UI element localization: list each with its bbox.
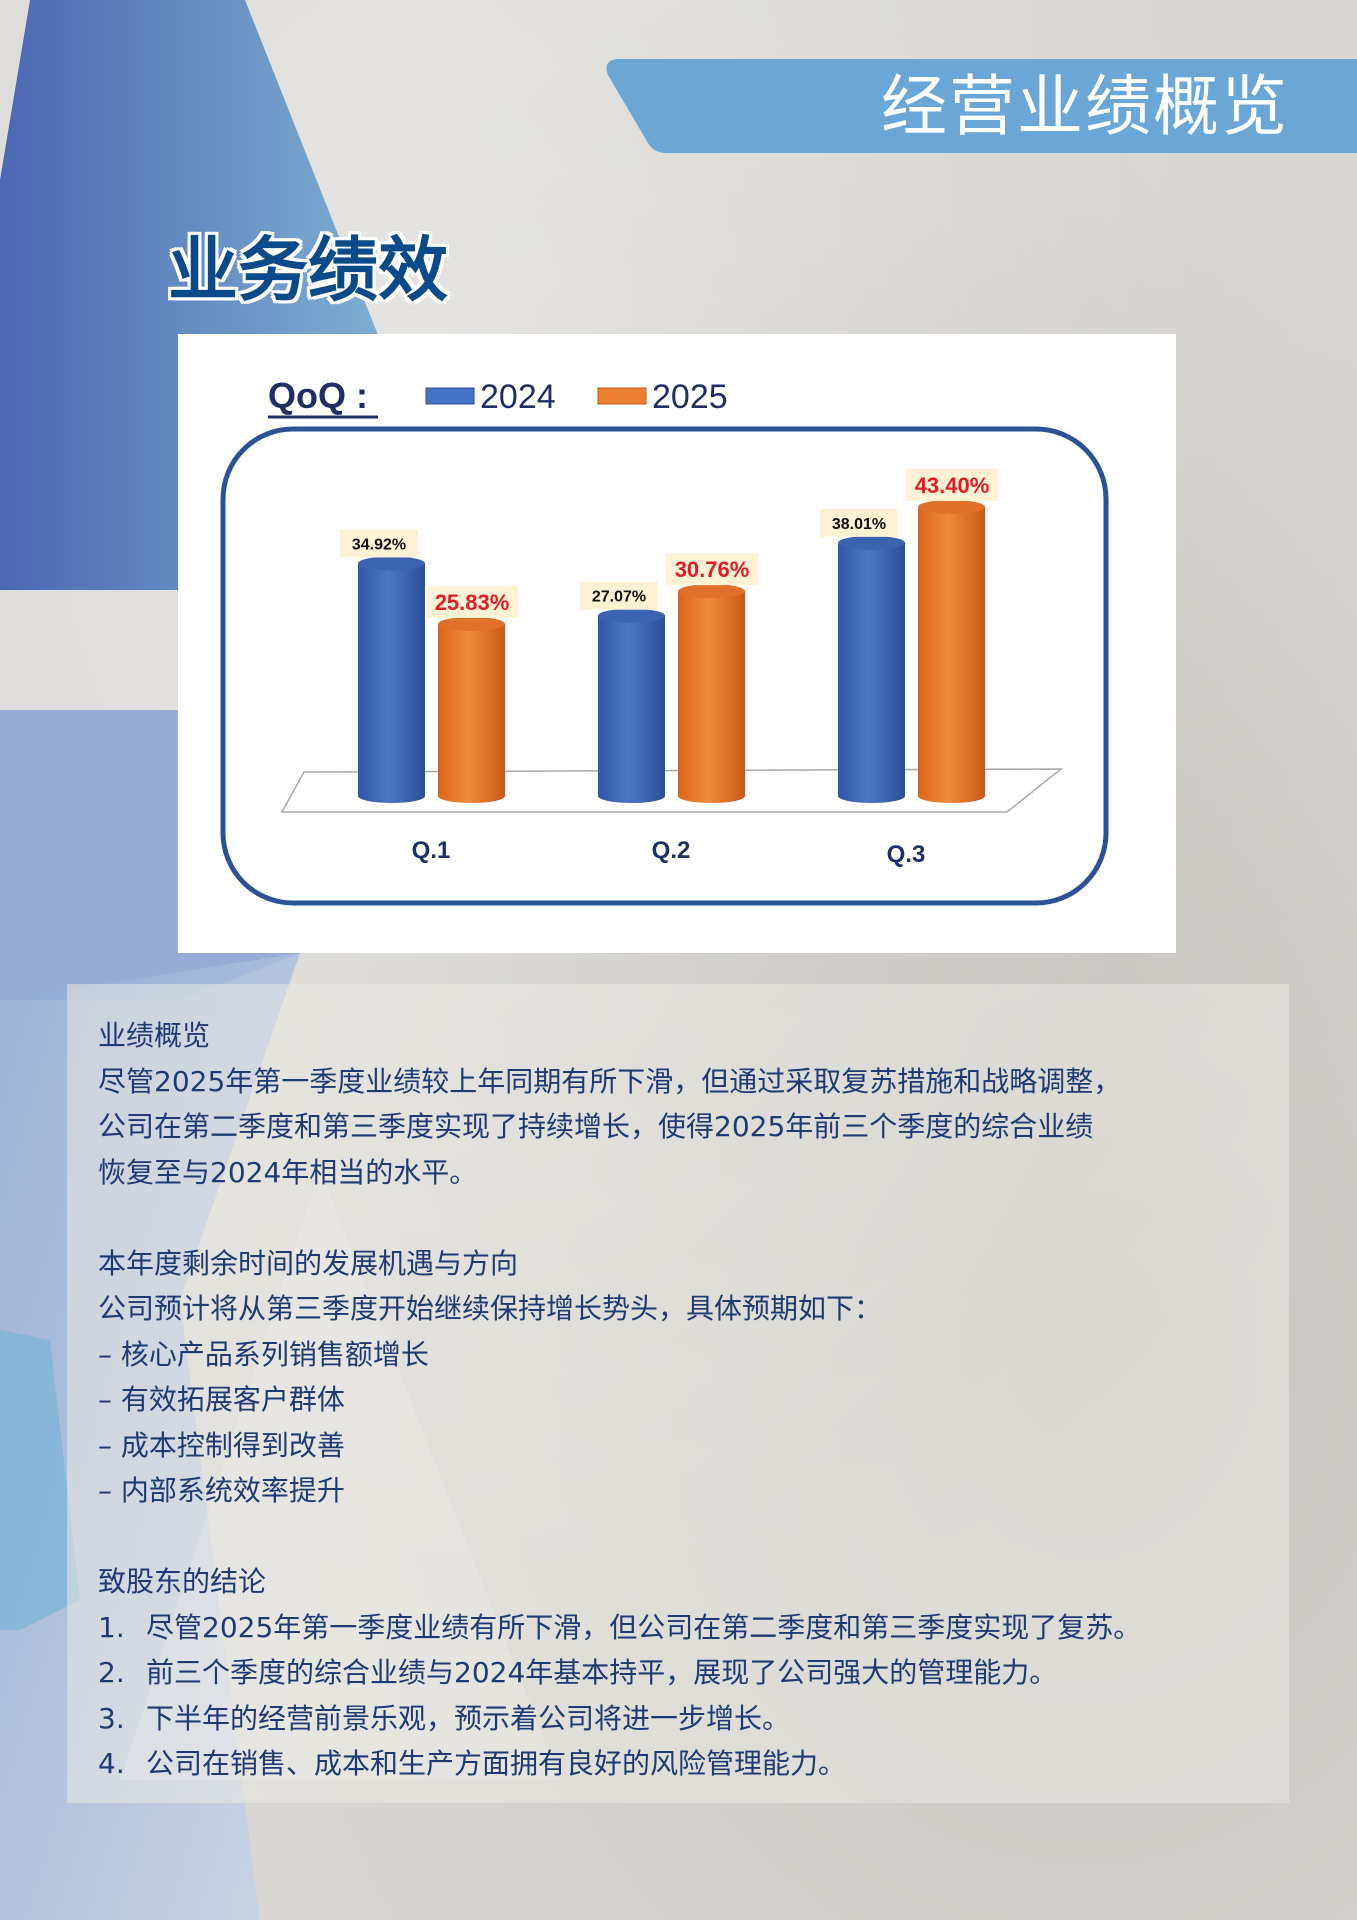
conclusion-item: 1. 尽管2025年第一季度业绩有所下滑，但公司在第二季度和第三季度实现了复苏。 (98, 1610, 1142, 1644)
bar-top-2025-Q.2 (678, 584, 745, 599)
category-label: Q.1 (412, 837, 451, 864)
data-label-bg (820, 508, 898, 537)
category-label: Q.3 (887, 841, 926, 868)
paragraph-line: 公司在第二季度和第三季度实现了持续增长，使得2025年前三个季度的综合业绩 (98, 1110, 1094, 1143)
data-label-bg (666, 553, 758, 586)
bar-top-2024-Q.1 (358, 556, 425, 571)
data-label: 38.01% (832, 516, 886, 533)
bar-top-2025-Q.3 (918, 499, 985, 514)
data-label: 43.40% (915, 473, 990, 498)
bullet-item: – 内部系统效率提升 (98, 1474, 345, 1507)
paragraph-line: 恢复至与2024年相当的水平。 (98, 1155, 478, 1189)
bar-2025-Q.2 (678, 591, 745, 803)
category-label: Q.2 (652, 837, 691, 864)
data-label: 25.83% (435, 590, 510, 615)
legend-title: QoQ : (268, 375, 368, 416)
chart-panel: QoQ : 2024 2025 34.92% 25.83% Q.1 27.07% 30.… (178, 334, 1176, 953)
bar-top-2024-Q.2 (598, 608, 665, 623)
conclusion-item: 3. 下半年的经营前景乐观，预示着公司将进一步增长。 (98, 1701, 791, 1735)
bar-2025-Q.1 (438, 623, 505, 803)
bar-2024-Q.1 (358, 563, 425, 803)
data-label-bg (580, 581, 658, 610)
paragraph-line: 公司预计将从第三季度开始继续保持增长势头，具体预期如下： (98, 1292, 883, 1325)
data-label: 27.07% (592, 589, 646, 606)
legend-swatch-2024 (425, 387, 475, 405)
accent-shape (0, 1330, 80, 1630)
bar-top-2025-Q.1 (438, 616, 505, 631)
heading-opportunities: 本年度剩余时间的发展机遇与方向 (98, 1246, 519, 1280)
heading-conclusion: 致股东的结论 (98, 1565, 267, 1598)
bullet-item: – 成本控制得到改善 (98, 1428, 345, 1462)
data-label-bg (426, 585, 518, 618)
data-label: 30.76% (675, 557, 750, 582)
legend-swatch-2025 (597, 387, 647, 405)
section-title: 业务绩效 (168, 229, 448, 311)
bar-2024-Q.3 (838, 542, 905, 803)
qoq-chart: QoQ : 2024 2025 34.92% 25.83% Q.1 27.07% 30.… (220, 375, 1109, 906)
data-label-bg (340, 529, 418, 558)
conclusion-item: 4. 公司在销售、成本和生产方面拥有良好的风险管理能力。 (98, 1747, 847, 1780)
paragraph-line: 尽管2025年第一季度业绩较上年同期有所下滑，但通过采取复苏措施和战略调整， (98, 1064, 1122, 1098)
title-banner (606, 59, 1357, 153)
bullet-item: – 有效拓展客户群体 (98, 1383, 345, 1416)
data-label-bg (906, 468, 998, 501)
bar-2024-Q.2 (598, 615, 665, 803)
legend-label-2024: 2024 (480, 378, 556, 416)
heading-overview: 业绩概览 (98, 1019, 211, 1052)
legend-label-2025: 2025 (652, 378, 728, 416)
chart-frame (220, 426, 1109, 906)
page-title: 经营业绩概览 (881, 68, 1289, 145)
body-text: 业绩概览 尽管2025年第一季度业绩较上年同期有所下滑，但通过采取复苏措施和战略… (98, 1013, 1141, 1787)
bullet-item: – 核心产品系列销售额增长 (98, 1337, 429, 1371)
bar-top-2024-Q.3 (838, 535, 905, 550)
bar-2025-Q.3 (918, 506, 985, 803)
conclusion-item: 2. 前三个季度的综合业绩与2024年基本持平，展现了公司强大的管理能力。 (98, 1656, 1058, 1689)
text-panel (67, 984, 1289, 1803)
data-label: 34.92% (352, 536, 406, 553)
